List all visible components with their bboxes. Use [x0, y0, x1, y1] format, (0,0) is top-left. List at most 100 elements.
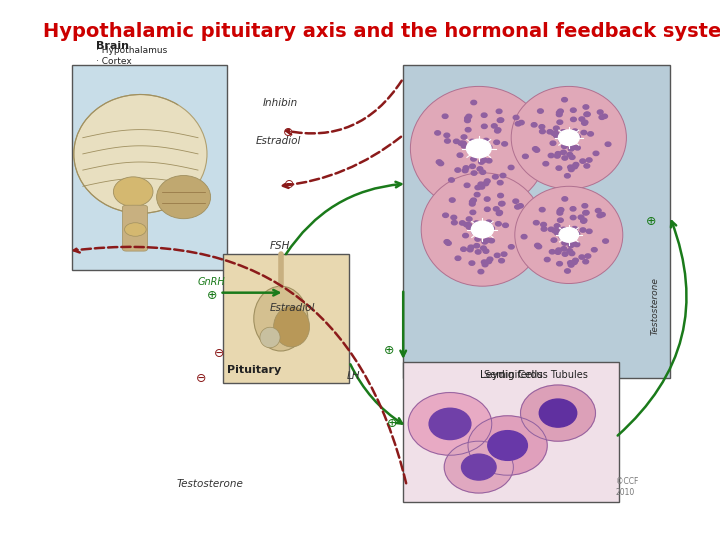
Circle shape — [557, 112, 562, 117]
Circle shape — [518, 204, 523, 208]
Circle shape — [579, 255, 585, 259]
Circle shape — [567, 261, 573, 265]
Text: ⊕: ⊕ — [207, 289, 217, 302]
Text: Estradiol: Estradiol — [256, 136, 301, 146]
Circle shape — [444, 139, 450, 143]
Circle shape — [551, 238, 557, 242]
Circle shape — [496, 109, 502, 113]
Circle shape — [521, 234, 527, 239]
Circle shape — [462, 454, 496, 480]
Circle shape — [539, 130, 545, 134]
Circle shape — [502, 141, 508, 146]
Circle shape — [579, 117, 585, 121]
Ellipse shape — [74, 94, 207, 213]
Ellipse shape — [125, 222, 146, 237]
Text: LH: LH — [347, 370, 361, 381]
Circle shape — [561, 227, 567, 232]
Circle shape — [557, 109, 563, 113]
Circle shape — [478, 182, 484, 186]
Circle shape — [568, 263, 574, 267]
Circle shape — [464, 183, 470, 187]
Circle shape — [462, 144, 467, 148]
Ellipse shape — [254, 286, 308, 351]
Ellipse shape — [114, 177, 153, 206]
Text: Testosterone: Testosterone — [176, 478, 243, 489]
Circle shape — [523, 154, 528, 159]
Text: Leydig Cells: Leydig Cells — [480, 370, 543, 380]
Circle shape — [466, 224, 472, 228]
FancyBboxPatch shape — [223, 254, 349, 383]
Text: ©CCF
2010: ©CCF 2010 — [616, 477, 638, 497]
Ellipse shape — [274, 306, 310, 347]
Ellipse shape — [260, 327, 280, 348]
Circle shape — [572, 258, 578, 262]
Circle shape — [559, 235, 565, 239]
Circle shape — [559, 232, 565, 236]
Circle shape — [481, 113, 487, 117]
Circle shape — [482, 124, 487, 129]
Circle shape — [479, 185, 485, 189]
Circle shape — [558, 207, 564, 212]
Circle shape — [486, 259, 492, 264]
Circle shape — [498, 180, 503, 185]
Circle shape — [486, 145, 492, 150]
Circle shape — [557, 218, 563, 222]
Circle shape — [483, 249, 489, 253]
Circle shape — [468, 416, 547, 475]
Circle shape — [501, 252, 507, 256]
Circle shape — [562, 144, 567, 148]
Circle shape — [495, 253, 500, 258]
Circle shape — [469, 139, 475, 144]
Text: Estradiol: Estradiol — [270, 303, 315, 313]
Circle shape — [570, 117, 576, 122]
Circle shape — [485, 238, 490, 242]
Circle shape — [562, 241, 567, 245]
Circle shape — [544, 258, 550, 262]
Circle shape — [570, 242, 576, 246]
Text: ⊖: ⊖ — [283, 126, 293, 139]
Circle shape — [570, 155, 575, 159]
Circle shape — [489, 239, 495, 243]
Text: ⊖: ⊖ — [197, 372, 207, 384]
Circle shape — [451, 220, 457, 225]
Circle shape — [564, 269, 570, 273]
Circle shape — [555, 250, 561, 254]
Circle shape — [543, 161, 549, 166]
Circle shape — [554, 154, 560, 158]
Circle shape — [550, 141, 556, 145]
Circle shape — [457, 153, 463, 157]
Circle shape — [549, 249, 555, 254]
Ellipse shape — [511, 86, 626, 189]
Circle shape — [467, 149, 473, 153]
Circle shape — [469, 164, 475, 168]
Circle shape — [469, 202, 475, 206]
Circle shape — [485, 197, 490, 201]
Circle shape — [554, 126, 559, 130]
Text: ⊖: ⊖ — [215, 347, 225, 360]
Circle shape — [574, 242, 580, 247]
Circle shape — [578, 215, 584, 219]
Circle shape — [583, 105, 589, 109]
Circle shape — [458, 141, 464, 145]
Circle shape — [498, 118, 503, 123]
Circle shape — [480, 170, 486, 174]
Text: · Hypothalamus
· Cortex: · Hypothalamus · Cortex — [96, 46, 167, 66]
Circle shape — [567, 131, 573, 135]
Circle shape — [570, 207, 576, 211]
Circle shape — [552, 228, 557, 233]
Circle shape — [515, 205, 521, 209]
Circle shape — [568, 147, 574, 151]
Circle shape — [555, 152, 561, 156]
Circle shape — [475, 250, 481, 254]
Text: Brain: Brain — [96, 41, 129, 51]
Circle shape — [573, 163, 579, 167]
Circle shape — [534, 220, 539, 225]
Circle shape — [585, 254, 591, 258]
Circle shape — [572, 226, 577, 231]
Circle shape — [482, 262, 488, 267]
Circle shape — [470, 210, 476, 214]
Circle shape — [560, 130, 566, 134]
Circle shape — [582, 120, 588, 125]
Circle shape — [495, 221, 501, 226]
Circle shape — [472, 221, 493, 238]
